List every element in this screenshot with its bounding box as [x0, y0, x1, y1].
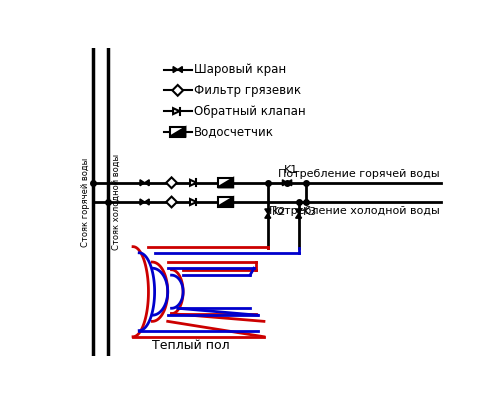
Text: Стояк холодной воды: Стояк холодной воды	[112, 154, 120, 250]
Text: K2: K2	[272, 207, 286, 217]
Polygon shape	[170, 127, 186, 136]
Polygon shape	[190, 199, 196, 205]
Polygon shape	[287, 180, 292, 186]
Polygon shape	[282, 180, 287, 186]
Polygon shape	[170, 127, 186, 136]
Polygon shape	[140, 180, 144, 186]
Polygon shape	[173, 66, 178, 72]
Text: Фильтр грязевик: Фильтр грязевик	[194, 84, 301, 97]
Polygon shape	[144, 180, 149, 186]
Polygon shape	[296, 209, 302, 214]
Polygon shape	[218, 197, 233, 207]
Polygon shape	[265, 209, 271, 214]
Text: Теплый пол: Теплый пол	[152, 339, 230, 352]
Text: Обратный клапан: Обратный клапан	[194, 104, 306, 118]
Polygon shape	[166, 177, 177, 188]
Text: Стояк горячей воды: Стояк горячей воды	[81, 157, 90, 247]
Text: K1: K1	[284, 165, 298, 175]
Text: Потребление холодной воды: Потребление холодной воды	[269, 206, 440, 216]
Polygon shape	[218, 178, 233, 187]
Polygon shape	[178, 66, 182, 72]
Polygon shape	[166, 197, 177, 207]
Polygon shape	[190, 180, 196, 186]
Polygon shape	[218, 178, 233, 187]
Polygon shape	[172, 85, 183, 96]
Text: K3: K3	[302, 207, 316, 217]
Polygon shape	[173, 108, 180, 114]
Polygon shape	[140, 199, 144, 205]
Polygon shape	[144, 199, 149, 205]
Text: Потребление горячей воды: Потребление горячей воды	[278, 169, 440, 179]
Polygon shape	[296, 214, 302, 218]
Polygon shape	[265, 214, 271, 218]
Polygon shape	[218, 197, 233, 207]
Text: Водосчетчик: Водосчетчик	[194, 126, 274, 138]
Text: Шаровый кран: Шаровый кран	[194, 63, 286, 76]
